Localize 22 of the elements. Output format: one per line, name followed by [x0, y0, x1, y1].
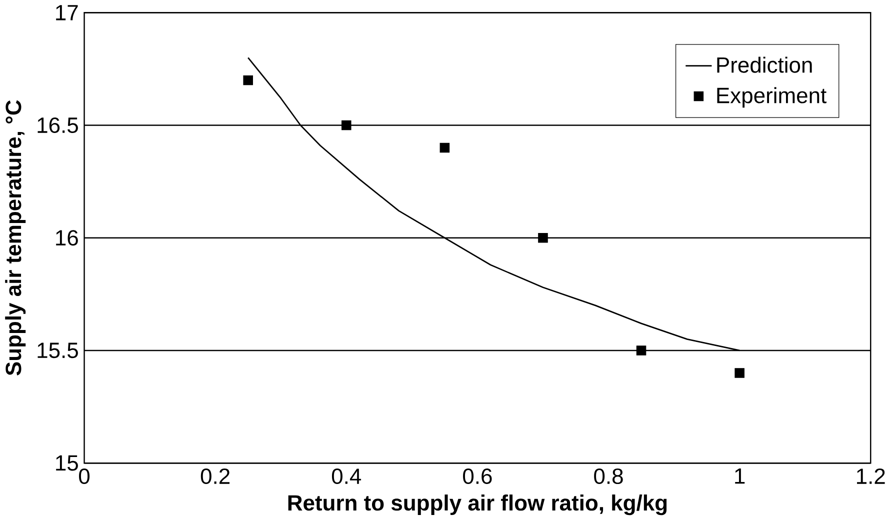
y-tick-label: 16.5: [38, 117, 78, 133]
x-tick-label: 1: [735, 468, 745, 484]
point: [243, 75, 253, 85]
x-tick-label: 0.6: [463, 468, 492, 484]
y-axis-title: Supply air temperature, °C: [5, 100, 26, 376]
point: [440, 142, 450, 153]
x-tick-label: 1.2: [857, 468, 885, 484]
x-axis-title: Return to supply air flow ratio, kg/kg: [288, 494, 667, 516]
legend-label: Prediction: [717, 56, 812, 73]
point: [734, 368, 744, 378]
x-tick-label: 0.4: [332, 468, 362, 484]
legend-label: Experiment: [717, 87, 826, 108]
y-tick-label: 17: [56, 4, 78, 20]
point: [538, 232, 548, 243]
y-tick-label: 16: [56, 230, 78, 246]
x-tick-label: 0.8: [594, 468, 623, 484]
y-tick-label: 15.5: [38, 342, 78, 358]
y-tick-label: 15: [56, 455, 78, 471]
point: [636, 345, 646, 356]
point: [342, 120, 352, 130]
x-tick-label: 0.2: [200, 468, 230, 484]
x-tick-label: 0: [79, 468, 90, 484]
